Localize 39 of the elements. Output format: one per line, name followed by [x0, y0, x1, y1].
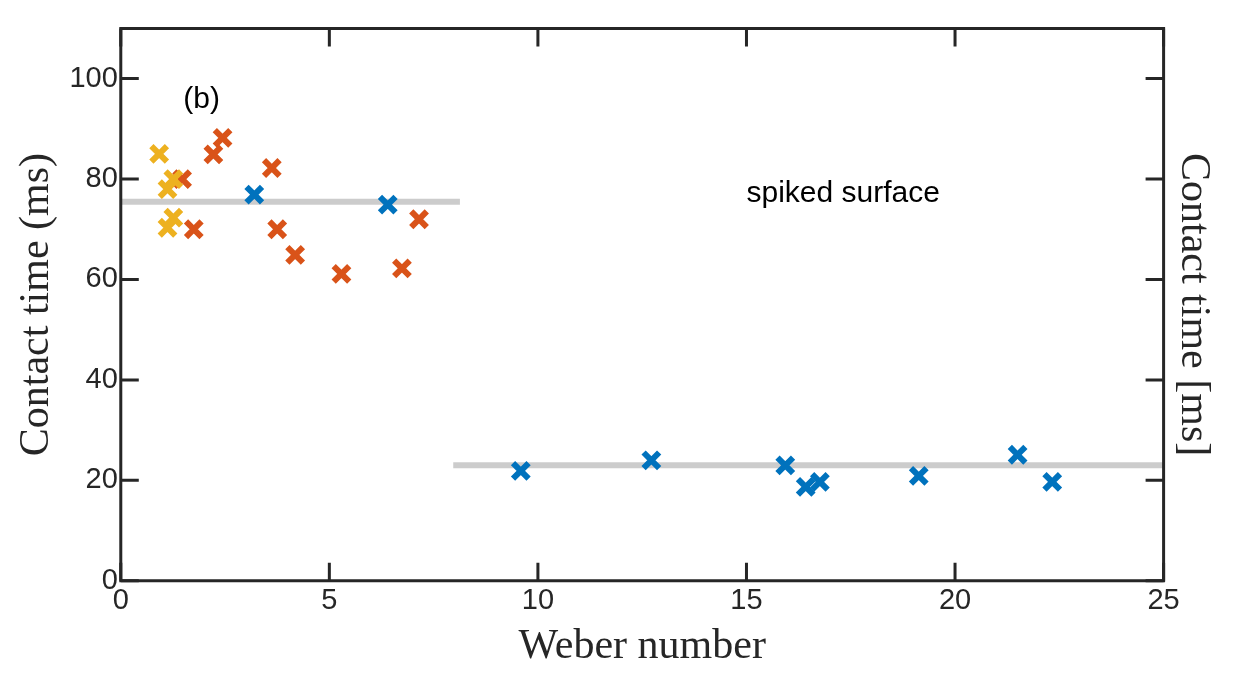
- y-tick-label: 40: [85, 361, 118, 394]
- annotation: spiked surface: [746, 175, 940, 209]
- x-tick-label: 20: [938, 583, 972, 616]
- point: [183, 218, 205, 241]
- point: [243, 183, 266, 206]
- point: [211, 127, 234, 149]
- x-tick-label: 25: [1147, 583, 1180, 616]
- y-tick-label: 60: [85, 261, 118, 294]
- x-tick-label: 5: [321, 583, 338, 616]
- point: [284, 244, 306, 266]
- y-tick-label: 20: [85, 462, 118, 495]
- point: [907, 465, 930, 487]
- point: [162, 168, 185, 190]
- x-axis-title: Weber number: [518, 620, 766, 667]
- point: [202, 143, 225, 166]
- point: [640, 449, 663, 472]
- y-tick-label: 100: [69, 60, 118, 93]
- x-tick-label: 15: [730, 583, 763, 616]
- point: [162, 206, 185, 229]
- y-axis-title: Contact time (ms): [11, 152, 59, 457]
- point: [774, 454, 797, 477]
- point: [391, 257, 413, 280]
- point: [330, 263, 353, 285]
- point: [1041, 471, 1064, 493]
- point: [148, 143, 170, 165]
- point: [408, 208, 430, 231]
- point: [266, 218, 288, 241]
- y2-axis-title: Contact time [ms]: [1172, 152, 1219, 457]
- point: [794, 476, 817, 498]
- point: [261, 157, 283, 179]
- point: [156, 178, 179, 200]
- x-tick-label: 10: [521, 583, 555, 616]
- point: [809, 471, 831, 493]
- annotation: (b): [183, 81, 221, 115]
- point: [1006, 443, 1029, 466]
- point: [510, 460, 532, 482]
- y-tick-label: 80: [85, 161, 118, 194]
- point: [156, 216, 179, 239]
- point: [376, 193, 399, 216]
